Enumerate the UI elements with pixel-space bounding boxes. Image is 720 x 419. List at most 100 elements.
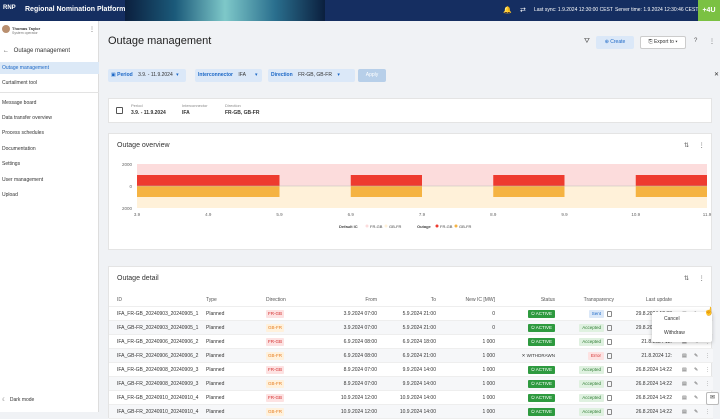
details-icon[interactable]: ▤ bbox=[682, 339, 687, 345]
direction-badge-badge: GB-FR bbox=[266, 380, 284, 388]
column-header-from[interactable]: From bbox=[365, 297, 377, 303]
direction-badge-badge: FR-GB bbox=[266, 338, 284, 346]
transparency-status-badge: Accepted bbox=[579, 380, 604, 388]
table-row[interactable]: IFA_GB-FR_20240910_20240910_4 Planned GB-F… bbox=[109, 405, 713, 419]
row-more-icon[interactable]: ⋮ bbox=[705, 367, 710, 373]
more-options-icon[interactable]: ⋮ bbox=[698, 276, 705, 282]
export-button[interactable]: ⎘ Export to ▾ bbox=[640, 36, 686, 49]
table-row[interactable]: IFA_FR-GB_20240910_20240910_4 Planned FR-G… bbox=[109, 391, 713, 405]
column-header-direction[interactable]: Direction bbox=[266, 297, 286, 303]
column-header-updated[interactable]: Last update bbox=[645, 297, 672, 303]
mouse-pointer-icon: ☝ bbox=[704, 307, 714, 316]
column-header-id[interactable]: ID bbox=[117, 297, 122, 303]
sidebar-item-settings[interactable]: Settings bbox=[2, 161, 21, 167]
table-row[interactable]: IFA_GB-FR_20240908_20240909_3 Planned GB-F… bbox=[109, 377, 713, 391]
column-header-ic[interactable]: New IC [MW] bbox=[465, 297, 495, 303]
back-to-outage-management[interactable]: ← Outage management bbox=[3, 48, 70, 54]
sidebar-item-curtailment-tool[interactable]: Curtailment tool bbox=[2, 80, 38, 86]
plus4u-logo[interactable]: +4U bbox=[698, 0, 720, 21]
sidebar-item-message-board[interactable]: Message board bbox=[2, 100, 37, 106]
document-icon[interactable] bbox=[607, 339, 612, 345]
sidebar-item-process-schedules[interactable]: Process schedules bbox=[2, 130, 44, 136]
dark-mode-toggle[interactable]: ☾ Dark mode bbox=[2, 397, 34, 403]
apply-button[interactable]: Apply bbox=[358, 69, 386, 82]
column-header-to[interactable]: To bbox=[430, 297, 436, 303]
avatar[interactable] bbox=[2, 25, 10, 33]
document-icon[interactable] bbox=[607, 381, 612, 387]
sidebar-item-outage-management[interactable]: Outage management bbox=[0, 62, 99, 74]
direction-badge: FR-GB bbox=[266, 391, 284, 405]
chart-bar-outage-fr-gb[interactable] bbox=[635, 175, 707, 186]
from-date: 3.9.2024 07:00 bbox=[343, 325, 377, 331]
table-row[interactable]: IFA_GB-FR_20240903_20240905_1 Planned GB-F… bbox=[109, 321, 713, 335]
cancel-menu-item[interactable]: Cancel bbox=[664, 316, 680, 322]
details-icon[interactable]: ▤ bbox=[682, 381, 687, 387]
x-tick-label: 9.9 bbox=[561, 212, 568, 217]
document-icon[interactable] bbox=[607, 395, 612, 401]
collapse-icon[interactable]: ⇅ bbox=[684, 143, 690, 149]
details-icon[interactable]: ▤ bbox=[682, 367, 687, 373]
details-icon[interactable]: ▤ bbox=[682, 353, 687, 359]
status-text: WITHDRAWN bbox=[526, 353, 555, 358]
chart-bar-outage-gb-fr[interactable] bbox=[350, 186, 422, 197]
help-icon[interactable]: ? bbox=[694, 38, 698, 44]
row-more-icon[interactable]: ⋮ bbox=[705, 409, 710, 415]
chart-bar-outage-gb-fr[interactable] bbox=[635, 186, 707, 197]
document-icon[interactable] bbox=[607, 353, 612, 359]
outage-id: IFA_GB-FR_20240906_20240906_2 bbox=[117, 353, 199, 359]
chart-bar-outage-fr-gb[interactable] bbox=[350, 175, 422, 186]
direction-filter-label: Direction bbox=[271, 72, 293, 78]
sidebar-item-data-transfer-overview[interactable]: Data transfer overview bbox=[2, 115, 53, 121]
withdraw-menu-item[interactable]: Withdraw bbox=[664, 330, 685, 336]
table-row[interactable]: IFA_FR-GB_20240906_20240906_2 Planned FR-G… bbox=[109, 335, 713, 349]
table-row[interactable]: IFA_FR-GB_20240903_20240905_1 Planned FR-G… bbox=[109, 307, 713, 321]
document-icon[interactable] bbox=[607, 325, 612, 331]
sync-icon[interactable]: ⇄ bbox=[520, 7, 526, 14]
outage-type: Planned bbox=[206, 395, 225, 401]
column-header-transparency[interactable]: Transparency bbox=[583, 297, 614, 303]
details-icon[interactable]: ▤ bbox=[682, 395, 687, 401]
chart-bar-outage-gb-fr[interactable] bbox=[137, 186, 280, 197]
row-more-icon[interactable]: ⋮ bbox=[705, 339, 710, 345]
edit-icon[interactable]: ✎ bbox=[694, 367, 699, 373]
x-tick-label: 10.9 bbox=[631, 212, 640, 217]
row-more-icon[interactable]: ⋮ bbox=[705, 381, 710, 387]
edit-icon[interactable]: ✎ bbox=[694, 381, 699, 387]
user-menu-more-icon[interactable]: ⋮ bbox=[89, 27, 95, 33]
chart-bar-outage-fr-gb[interactable] bbox=[137, 175, 280, 186]
document-icon[interactable] bbox=[607, 311, 612, 317]
table-row[interactable]: IFA_FR-GB_20240908_20240909_3 Planned FR-G… bbox=[109, 363, 713, 377]
sidebar-item-upload[interactable]: Upload bbox=[2, 192, 18, 198]
period-filter[interactable]: ▣ Period 3.9. - 11.9.2024 ▾ bbox=[108, 69, 186, 82]
more-options-icon[interactable]: ⋮ bbox=[698, 143, 705, 149]
x-tick-label: 3.9 bbox=[134, 212, 141, 217]
period-filter-value: 3.9. - 11.9.2024 bbox=[138, 72, 173, 78]
more-options-icon[interactable]: ⋮ bbox=[709, 39, 715, 45]
interconnector-filter[interactable]: Interconnector IFA ▾ bbox=[195, 69, 262, 82]
edit-icon[interactable]: ✎ bbox=[694, 339, 699, 345]
direction-filter[interactable]: Direction FR-GB, GB-FR ▾ bbox=[268, 69, 355, 82]
sidebar-item-documentation[interactable]: Documentation bbox=[2, 146, 36, 152]
column-header-type[interactable]: Type bbox=[206, 297, 217, 303]
create-button[interactable]: ⊕ Create bbox=[596, 36, 634, 49]
row-more-icon[interactable]: ⋮ bbox=[705, 353, 710, 359]
edit-icon[interactable]: ✎ bbox=[694, 353, 699, 359]
sidebar-item-user-management[interactable]: User management bbox=[2, 177, 44, 183]
document-icon[interactable] bbox=[607, 409, 612, 415]
direction-badge: GB-FR bbox=[266, 349, 284, 363]
collapse-icon[interactable]: ⇅ bbox=[684, 276, 690, 282]
power-icon: ⏻ bbox=[531, 395, 536, 400]
status-active-badge: ⏻ ACTIVE bbox=[528, 394, 555, 402]
details-icon[interactable]: ▤ bbox=[682, 409, 687, 415]
edit-icon[interactable]: ✎ bbox=[694, 395, 699, 401]
chat-icon[interactable]: ✉ bbox=[706, 392, 719, 405]
document-icon[interactable] bbox=[607, 367, 612, 373]
chart-bar-outage-gb-fr[interactable] bbox=[493, 186, 565, 197]
notifications-bell-icon[interactable]: 🔔 bbox=[503, 7, 512, 14]
close-filter-icon[interactable]: ✕ bbox=[714, 72, 720, 78]
edit-icon[interactable]: ✎ bbox=[694, 409, 699, 415]
filter-icon[interactable]: ⛛ bbox=[584, 38, 590, 45]
table-row[interactable]: IFA_GB-FR_20240906_20240906_2 Planned GB-F… bbox=[109, 349, 713, 363]
column-header-status[interactable]: Status bbox=[540, 297, 555, 303]
chart-bar-outage-fr-gb[interactable] bbox=[493, 175, 565, 186]
